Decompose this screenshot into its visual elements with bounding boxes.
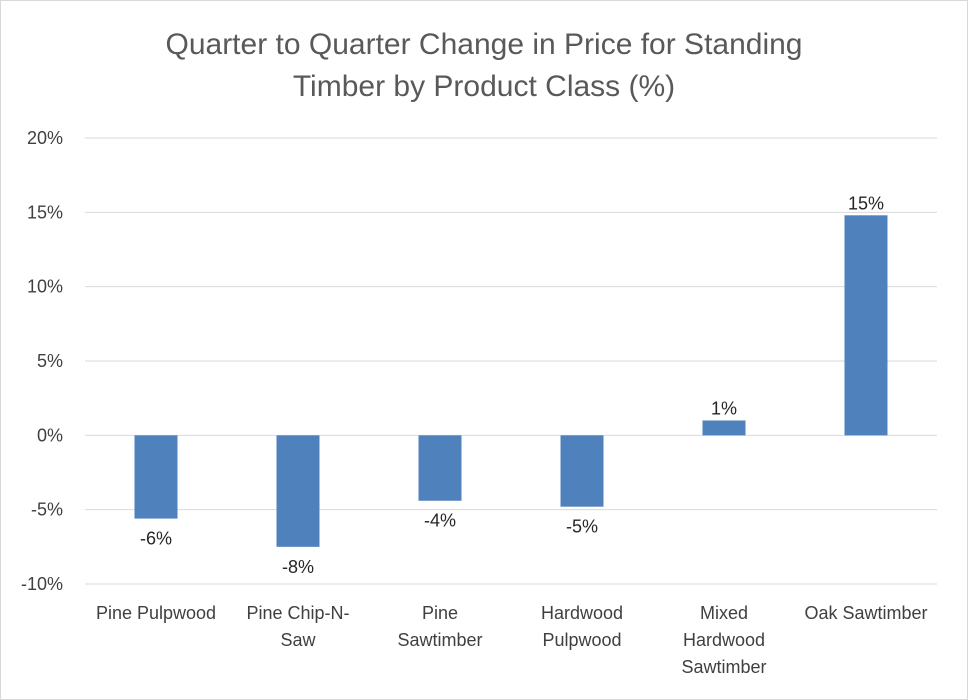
data-labels: -6% -8% -4% -5% 1% 15%: [140, 193, 884, 577]
y-tick-label: -10%: [21, 574, 63, 594]
bar: [134, 435, 178, 519]
chart-title-line-1: Quarter to Quarter Change in Price for S…: [165, 28, 803, 61]
category-label: Pine Sawtimber: [397, 603, 482, 650]
y-tick-label: 5%: [37, 351, 63, 371]
bar: [418, 435, 462, 501]
category-label: Oak Sawtimber: [804, 603, 927, 623]
y-tick-label: -5%: [31, 500, 63, 520]
data-label: -8%: [282, 557, 314, 577]
y-tick-label: 10%: [27, 277, 63, 297]
y-tick-label: 15%: [27, 202, 63, 222]
bars: [134, 215, 888, 547]
y-tick-label: 20%: [27, 128, 63, 148]
data-label: 15%: [848, 193, 884, 213]
bar: [560, 435, 604, 507]
bar: [276, 435, 320, 547]
category-label: Pine Chip-N-Saw: [246, 603, 349, 650]
chart-title: Quarter to Quarter Change in Price for S…: [0, 24, 968, 108]
x-axis-category-labels: Pine Pulpwood Pine Chip-N-Saw Pine Sawtimbe…: [96, 603, 928, 677]
chart-title-line-2: Timber by Product Class (%): [292, 70, 676, 103]
data-label: 1%: [711, 398, 737, 418]
bar: [702, 420, 746, 436]
data-label: -6%: [140, 529, 172, 549]
data-label: -5%: [566, 517, 598, 537]
y-axis-tick-labels: 20% 15% 10% 5% 0% -5% -10%: [21, 128, 63, 594]
category-label: Mixed Hardwood Sawtimber: [681, 603, 766, 677]
category-label: Pine Pulpwood: [96, 603, 216, 623]
gridlines: [85, 137, 937, 585]
data-label: -4%: [424, 511, 456, 531]
category-label: Hardwood Pulpwood: [541, 603, 623, 650]
y-tick-label: 0%: [37, 425, 63, 445]
bar: [844, 215, 888, 436]
